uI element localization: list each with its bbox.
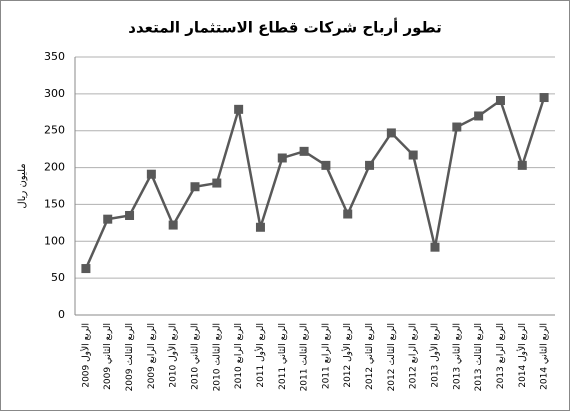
- x-tick-label: الربع الثاني 2014: [540, 323, 550, 390]
- marker: [386, 128, 396, 138]
- x-tick-label: الربع الثالث 2012: [387, 323, 397, 391]
- x-tick-label: الربع الأول 2010: [167, 323, 179, 388]
- x-tick-label: الربع الثالث 2013: [474, 323, 484, 391]
- marker: [321, 160, 331, 170]
- x-tick-label: الربع الرابع 2013: [496, 323, 506, 389]
- marker: [146, 169, 156, 179]
- y-tick-label: 300: [44, 87, 65, 100]
- y-tick-label: 150: [44, 197, 65, 210]
- marker: [299, 146, 309, 156]
- x-tick-label: الربع الثاني 2012: [365, 323, 375, 390]
- marker: [365, 160, 375, 170]
- y-tick-label: 0: [58, 308, 65, 321]
- x-tick-label: الربع الثاني 2013: [452, 323, 462, 390]
- x-tick-label: الربع الثالث 2011: [300, 323, 310, 391]
- x-tick-label: الربع الرابع 2010: [234, 323, 244, 389]
- x-tick-label: الربع الرابع 2011: [321, 323, 331, 389]
- x-tick-label: الربع الثاني 2009: [103, 323, 113, 390]
- y-tick-label: 50: [51, 271, 65, 284]
- x-tick-label: الربع الأول 2009: [79, 323, 91, 388]
- marker: [234, 104, 244, 114]
- x-tick-label: الربع الرابع 2012: [409, 323, 419, 389]
- x-tick-label: الربع الأول 2011: [254, 323, 266, 388]
- x-tick-label: الربع الثالث 2009: [125, 323, 135, 391]
- y-tick-label: 200: [44, 161, 65, 174]
- marker: [495, 95, 505, 105]
- marker: [255, 222, 265, 232]
- marker: [474, 111, 484, 121]
- marker: [190, 182, 200, 192]
- marker: [343, 209, 353, 219]
- marker: [168, 220, 178, 230]
- marker: [539, 93, 549, 103]
- y-tick-label: 250: [44, 124, 65, 137]
- series-line: [84, 97, 546, 270]
- x-tick-label: الربع الرابع 2009: [147, 323, 157, 389]
- y-tick-label: 350: [44, 50, 65, 63]
- x-tick-label: الربع الثاني 2011: [278, 323, 288, 390]
- chart-title: تطور أرباح شركات قطاع الاستثمار المتعدد: [128, 18, 441, 37]
- marker: [452, 122, 462, 132]
- marker: [125, 210, 135, 220]
- marker: [81, 264, 91, 274]
- y-axis-label: مليون ريال: [17, 163, 28, 208]
- marker: [517, 160, 527, 170]
- x-tick-label: الربع الأول 2012: [341, 323, 353, 388]
- x-tick-label: الربع الثاني 2010: [191, 323, 201, 390]
- x-tick-label: الربع الأول 2014: [516, 323, 528, 388]
- y-tick-label: 100: [44, 234, 65, 247]
- x-tick-label: الربع الثالث 2010: [212, 323, 222, 391]
- marker: [277, 153, 287, 163]
- marker: [212, 178, 222, 188]
- x-tick-label: الربع الأول 2013: [429, 323, 441, 388]
- marker: [103, 214, 113, 224]
- marker: [408, 150, 418, 160]
- marker: [430, 242, 440, 252]
